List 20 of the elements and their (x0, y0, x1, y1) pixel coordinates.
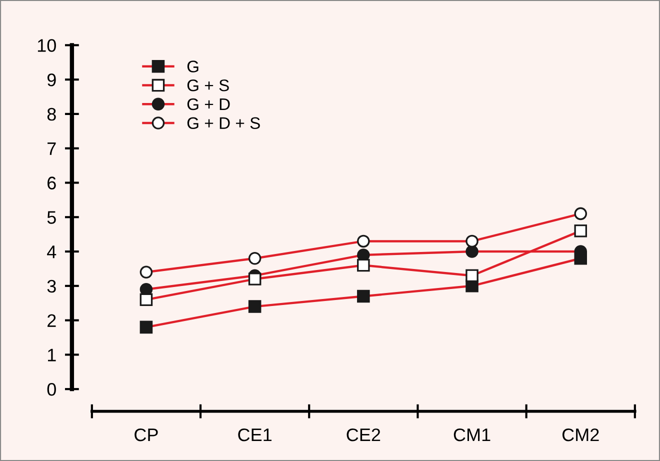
y-tick-label: 3 (47, 280, 56, 293)
legend-label: G (187, 60, 198, 72)
x-tick-label: CM2 (562, 428, 599, 442)
y-tick-label: 4 (47, 246, 56, 258)
legend-label: G + D (187, 98, 230, 110)
x-tick-label: CE2 (346, 428, 380, 442)
y-tick-label: 5 (47, 211, 56, 224)
x-tick-label: CM1 (454, 428, 490, 442)
x-tick-label: CP (134, 428, 158, 442)
y-tick-label: 10 (38, 39, 56, 52)
y-tick-label: 2 (48, 314, 56, 327)
y-tick-label: 9 (47, 74, 56, 86)
y-tick-label: 1 (48, 348, 56, 362)
y-tick-label: 7 (48, 142, 56, 155)
legend-label: G + D + S (187, 117, 260, 130)
y-tick-label: 8 (47, 108, 56, 121)
legend-label: G + S (187, 79, 229, 92)
x-tick-label: CE1 (238, 428, 272, 442)
y-tick-label: 6 (48, 176, 56, 190)
y-tick-label: 0 (47, 383, 56, 396)
